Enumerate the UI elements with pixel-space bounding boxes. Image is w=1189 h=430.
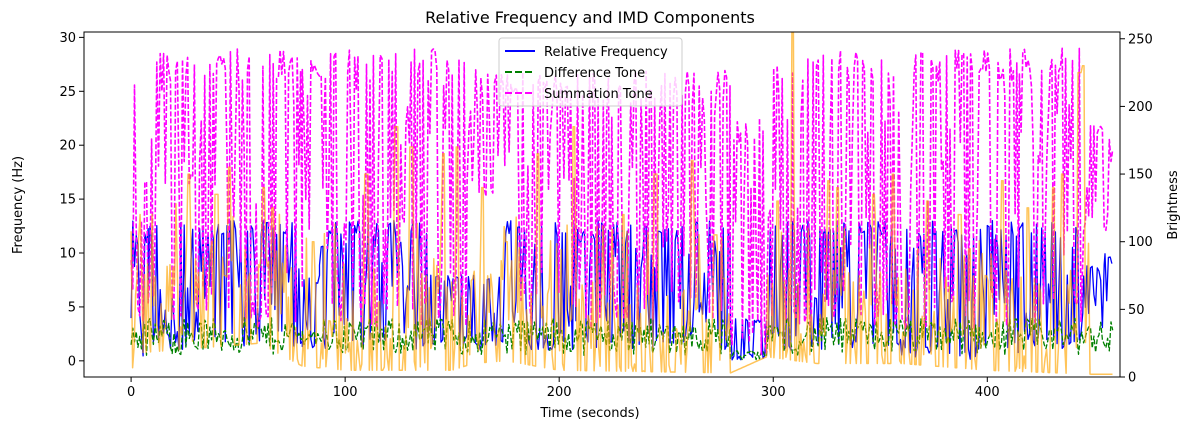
y-tick-label: 10 [59,247,76,262]
x-axis: 0 100 200 300 400 [127,377,1000,400]
y-tick-label: 30 [59,31,76,46]
y-right-tick-label: 50 [1128,303,1145,318]
y-right-tick-label: 0 [1128,371,1136,386]
x-tick-label: 0 [127,385,135,400]
legend-label-relative-frequency: Relative Frequency [544,45,668,60]
y-axis-label: Frequency (Hz) [11,156,26,254]
x-tick-label: 200 [547,385,572,400]
x-tick-label: 300 [761,385,786,400]
y-tick-label: 15 [59,193,76,208]
legend-label-difference-tone: Difference Tone [544,66,645,81]
y-tick-label: 0 [68,354,76,369]
x-axis-label: Time (seconds) [539,406,639,421]
y-right-tick-label: 150 [1128,168,1153,183]
y-tick-label: 20 [59,139,76,154]
y-right-tick-label: 100 [1128,235,1153,250]
y-axis-right: 0 50 100 150 200 250 [1120,32,1153,386]
series-layer [130,32,1114,376]
legend-box [498,37,683,107]
series-summation-tone-line [130,47,1114,356]
plot-frame [83,31,1121,378]
plot-area [130,32,1114,376]
y-right-tick-label: 200 [1128,100,1153,115]
x-tick-label: 100 [333,385,358,400]
y-axis-left: 0 5 10 15 20 25 30 [59,31,84,369]
y-tick-label: 5 [68,300,76,315]
y-right-tick-label: 250 [1128,32,1153,47]
series-brightness-line [130,32,1113,376]
legend: Relative Frequency Difference Tone Summa… [498,37,683,107]
chart-title: Relative Frequency and IMD Components [425,8,755,27]
x-tick-label: 400 [975,385,1000,400]
y-axis-right-label: Brightness [1166,170,1181,239]
y-tick-label: 25 [59,85,76,100]
legend-label-summation-tone: Summation Tone [544,87,653,102]
